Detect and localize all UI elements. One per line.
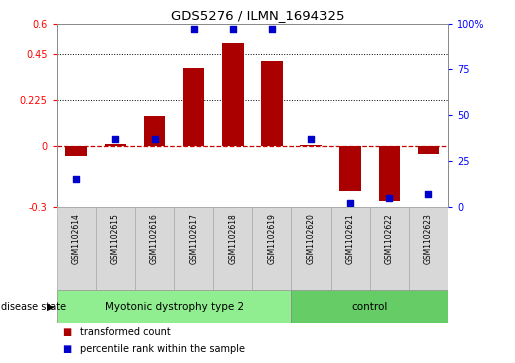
Point xyxy=(307,136,315,142)
Text: GDS5276 / ILMN_1694325: GDS5276 / ILMN_1694325 xyxy=(171,9,344,22)
Bar xyxy=(300,145,322,146)
Bar xyxy=(370,207,409,290)
Bar xyxy=(291,290,448,323)
Text: GSM1102614: GSM1102614 xyxy=(72,213,81,265)
Bar xyxy=(65,146,87,156)
Text: ▶: ▶ xyxy=(46,302,54,312)
Bar xyxy=(252,207,291,290)
Text: ■: ■ xyxy=(62,327,71,337)
Bar xyxy=(379,146,400,201)
Point xyxy=(424,191,433,197)
Text: GSM1102621: GSM1102621 xyxy=(346,213,355,264)
Text: GSM1102622: GSM1102622 xyxy=(385,213,394,264)
Text: transformed count: transformed count xyxy=(80,327,170,337)
Bar xyxy=(96,207,135,290)
Bar xyxy=(135,207,174,290)
Bar xyxy=(291,207,331,290)
Text: GSM1102620: GSM1102620 xyxy=(306,213,316,265)
Point xyxy=(72,176,80,182)
Bar xyxy=(222,43,244,146)
Text: GSM1102615: GSM1102615 xyxy=(111,213,120,265)
Point xyxy=(346,200,354,206)
Bar xyxy=(57,207,96,290)
Point xyxy=(268,26,276,32)
Point xyxy=(229,26,237,32)
Point xyxy=(190,26,198,32)
Text: GSM1102618: GSM1102618 xyxy=(228,213,237,264)
Text: ■: ■ xyxy=(62,344,71,354)
Text: percentile rank within the sample: percentile rank within the sample xyxy=(80,344,245,354)
Text: GSM1102623: GSM1102623 xyxy=(424,213,433,265)
Bar xyxy=(331,207,370,290)
Text: GSM1102619: GSM1102619 xyxy=(267,213,277,265)
Bar xyxy=(418,146,439,154)
Point xyxy=(385,195,393,201)
Bar xyxy=(213,207,252,290)
Text: control: control xyxy=(352,302,388,312)
Text: GSM1102616: GSM1102616 xyxy=(150,213,159,265)
Bar xyxy=(261,61,283,146)
Text: Myotonic dystrophy type 2: Myotonic dystrophy type 2 xyxy=(105,302,244,312)
Text: disease state: disease state xyxy=(1,302,65,312)
Point xyxy=(111,136,119,142)
Bar xyxy=(183,68,204,146)
Bar xyxy=(144,116,165,146)
Bar xyxy=(339,146,361,191)
Bar xyxy=(409,207,448,290)
Bar xyxy=(105,144,126,146)
Bar xyxy=(57,290,291,323)
Bar xyxy=(174,207,213,290)
Text: GSM1102617: GSM1102617 xyxy=(189,213,198,265)
Point xyxy=(150,136,159,142)
